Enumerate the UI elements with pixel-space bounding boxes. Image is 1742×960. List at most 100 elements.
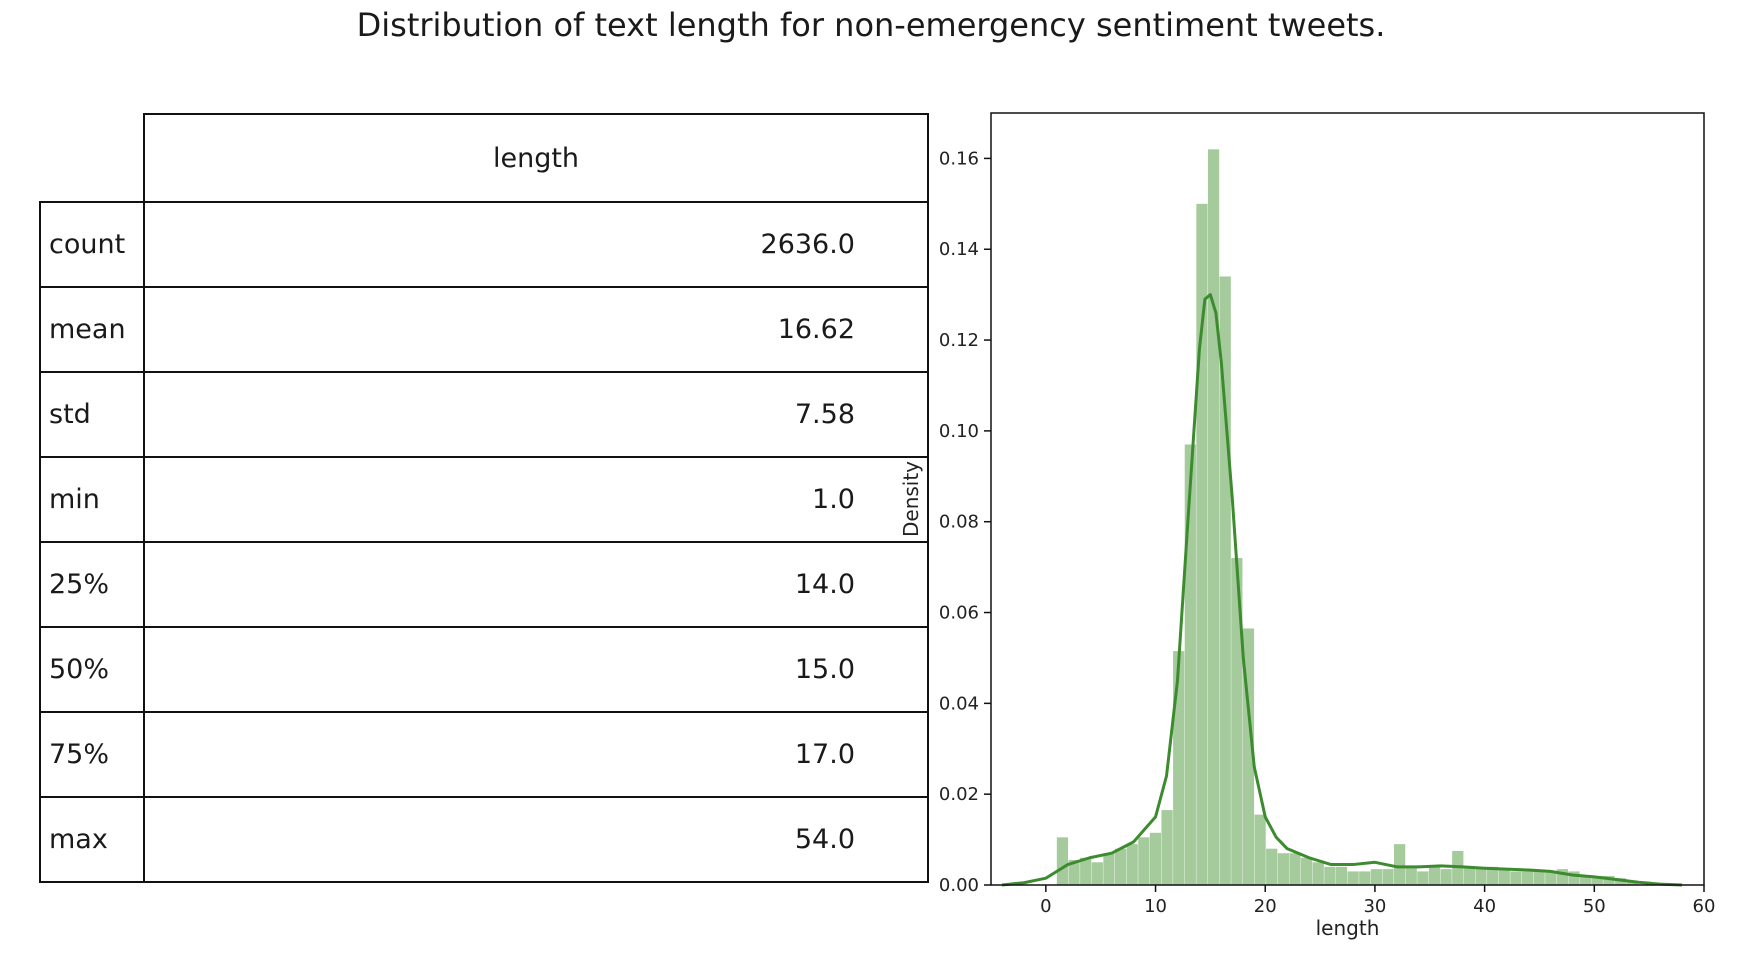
row-value-std: 7.58 [143,371,929,458]
y-tick-label: 0.04 [939,693,979,714]
histogram-bar [1184,444,1196,885]
histogram-bar [1487,866,1499,885]
x-tick-label: 50 [1583,896,1606,917]
table-row: 75% 17.0 [39,711,929,798]
histogram-bar [1289,853,1301,885]
histogram-bar [1324,866,1336,885]
x-tick-label: 40 [1473,896,1496,917]
histogram-bar [1359,871,1371,885]
histogram-bar [1580,875,1592,885]
histogram-bar [1463,866,1475,885]
row-label-count: count [39,201,145,288]
histogram-bar [1080,857,1092,885]
histogram-bar [1126,844,1138,885]
row-label-max: max [39,796,145,883]
row-label-mean: mean [39,286,145,373]
histogram-bar [1103,853,1115,885]
histogram-bar [1231,558,1243,885]
histogram-bar [1603,875,1615,885]
histogram-bar [1475,866,1487,885]
table-row: count 2636.0 [39,201,929,288]
row-label-75pct: 75% [39,711,145,798]
histogram-bar [1370,869,1382,885]
stats-table: length count 2636.0 mean 16.62 std 7.58 … [39,113,929,883]
y-tick-label: 0.00 [939,875,979,896]
row-label-50pct: 50% [39,626,145,713]
histogram-bar [1138,837,1150,885]
histogram-bar [1394,844,1406,885]
y-tick-label: 0.06 [939,603,979,624]
row-value-75pct: 17.0 [143,711,929,798]
x-tick-label: 0 [1040,896,1051,917]
histogram-bar [1417,871,1429,885]
row-value-mean: 16.62 [143,286,929,373]
y-tick-label: 0.10 [939,421,979,442]
row-label-std: std [39,371,145,458]
x-axis-ticks: 0 10 20 30 40 50 60 [1040,885,1715,917]
histogram-bar [1207,149,1220,885]
row-value-max: 54.0 [143,796,929,883]
y-tick-label: 0.02 [939,784,979,805]
row-value-50pct: 15.0 [143,626,929,713]
histogram-bar [1277,853,1289,885]
histogram-bar [1300,857,1313,885]
histogram-bar [1266,848,1278,885]
histogram-bar [1161,810,1173,885]
histogram-bar [1545,871,1557,885]
column-header: length [143,113,929,203]
x-tick-label: 60 [1693,896,1716,917]
histogram-bar [1149,832,1162,885]
row-value-count: 2636.0 [143,201,929,288]
table-row: 25% 14.0 [39,541,929,628]
y-axis-label: Density [899,461,923,537]
histogram-bar [1533,871,1545,885]
histogram-bar [1114,848,1127,885]
histogram-bar [1556,869,1569,885]
histogram-bar [1510,871,1522,885]
y-tick-label: 0.12 [939,330,979,351]
row-value-min: 1.0 [143,456,929,543]
histogram-bar [1440,869,1452,885]
x-tick-label: 20 [1254,896,1277,917]
kde-curve [1001,293,1683,887]
y-tick-label: 0.14 [939,239,979,260]
table-row: min 1.0 [39,456,929,543]
x-axis-label: length [1316,916,1380,940]
histogram-bars [1056,149,1638,886]
histogram-bar [1405,866,1417,885]
table-row: mean 16.62 [39,286,929,373]
table-header-row: length [40,113,929,203]
histogram-bar [1382,869,1394,885]
y-tick-label: 0.08 [939,512,979,533]
y-axis-ticks: 0.00 0.02 0.04 0.06 0.08 0.10 0.12 0.14 0.16 [939,148,991,896]
histogram-bar [1347,871,1359,885]
x-tick-label: 30 [1363,896,1386,917]
plot-frame [990,112,1705,886]
histogram-bar [1591,875,1603,885]
histogram-bar [1091,862,1103,885]
histogram-bar [1521,871,1534,885]
row-value-25pct: 14.0 [143,541,929,628]
table-row: max 54.0 [39,796,929,883]
row-label-25pct: 25% [39,541,145,628]
table-row: 50% 15.0 [39,626,929,713]
x-tick-label: 10 [1144,896,1167,917]
histogram-bar [1254,814,1266,885]
histogram-bar [1498,869,1510,885]
histogram-bar [1056,837,1069,885]
y-tick-label: 0.16 [939,148,979,169]
table-row: std 7.58 [39,371,929,458]
histogram-bar [1312,862,1324,885]
histogram-bar [1196,203,1208,885]
histogram-bar [1173,651,1185,885]
kde-curve-layer [1001,293,1683,887]
histogram-bar [1428,866,1441,885]
histogram-bar [1068,860,1080,885]
histogram-bar [1242,628,1255,885]
histogram-bar [1219,276,1231,886]
histogram-bar [1568,871,1580,885]
page-title: Distribution of text length for non-emer… [356,6,1386,44]
histogram-bar [1335,866,1348,885]
row-label-min: min [39,456,145,543]
